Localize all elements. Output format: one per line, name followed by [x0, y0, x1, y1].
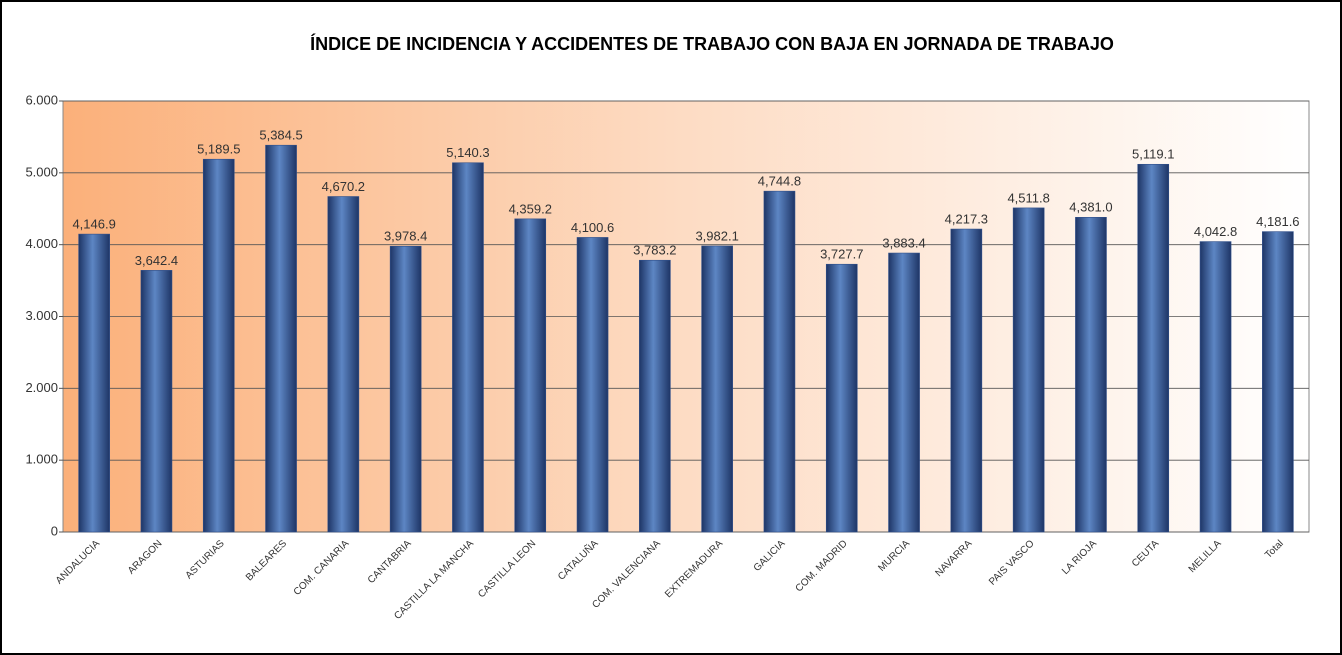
bar	[265, 144, 297, 533]
value-label: 3,642.4	[135, 253, 178, 268]
value-label: 4,100.6	[571, 220, 614, 235]
bar	[1075, 216, 1107, 533]
value-label: 5,140.3	[446, 145, 489, 160]
value-label: 5,119.1	[1132, 147, 1174, 162]
bar	[389, 245, 422, 533]
bar	[140, 270, 173, 533]
bar	[825, 263, 858, 533]
value-label: 3,883.4	[882, 235, 925, 250]
bar	[78, 233, 110, 533]
value-label: 3,783.2	[633, 243, 676, 258]
value-label: 4,744.8	[758, 174, 801, 189]
bar	[1137, 163, 1170, 533]
bar	[514, 218, 547, 533]
bar	[888, 252, 920, 533]
value-label: 4,381.0	[1069, 200, 1112, 215]
bar	[639, 259, 671, 533]
chart-title: ÍNDICE DE INCIDENCIA Y ACCIDENTES DE TRA…	[310, 33, 1114, 54]
value-label: 4,146.9	[72, 217, 115, 232]
bar	[576, 237, 609, 533]
bar	[1012, 207, 1045, 533]
bar	[763, 190, 796, 533]
value-label: 4,217.3	[945, 211, 988, 226]
y-tick-label: 5.000	[25, 164, 58, 179]
value-label: 3,982.1	[695, 228, 738, 243]
bar	[202, 158, 235, 533]
value-label: 3,978.4	[384, 229, 427, 244]
value-label: 4,511.8	[1007, 190, 1049, 205]
bar	[950, 228, 983, 533]
value-label: 4,359.2	[509, 201, 552, 216]
bar	[701, 245, 733, 533]
value-label: 3,727.7	[820, 247, 863, 262]
y-tick-label: 4.000	[25, 236, 58, 251]
value-label: 4,670.2	[322, 179, 365, 194]
value-label: 5,189.5	[197, 142, 240, 157]
bar	[327, 196, 360, 533]
y-tick-label: 3.000	[25, 308, 58, 323]
y-tick-label: 6.000	[25, 92, 58, 107]
y-tick-label: 0	[51, 523, 58, 538]
bar	[1199, 241, 1232, 533]
value-label: 4,042.8	[1194, 224, 1237, 239]
bar	[452, 162, 484, 533]
bar	[1262, 231, 1294, 533]
value-label: 4,181.6	[1256, 214, 1299, 229]
y-tick-label: 2.000	[25, 380, 58, 395]
value-label: 5,384.5	[259, 128, 302, 143]
y-tick-label: 1.000	[25, 452, 58, 467]
